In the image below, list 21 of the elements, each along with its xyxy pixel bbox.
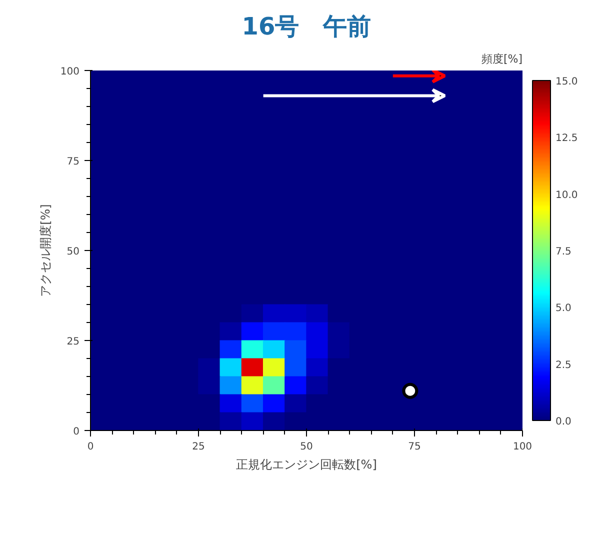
- y-tick-label: 75: [66, 156, 80, 168]
- y-tick-label: 100: [60, 66, 80, 78]
- x-tick-label: 0: [87, 442, 94, 452]
- color-bar-title: 頻度[%]: [481, 52, 523, 66]
- y-tick-label: 0: [73, 426, 80, 438]
- x-tick-label: 25: [192, 442, 205, 452]
- color-bar-label: 15.0: [556, 76, 578, 88]
- x-axis-title: 正規化エンジン回転数[%]: [236, 458, 377, 472]
- color-bar-label: 5.0: [556, 303, 572, 314]
- color-bar-label: 7.5: [556, 246, 572, 258]
- y-tick-label: 50: [66, 246, 80, 258]
- color-bar-label: 12.5: [556, 133, 578, 144]
- y-tick-label: 25: [66, 336, 80, 348]
- color-bar-label: 10.0: [556, 190, 578, 201]
- x-tick-label: 50: [300, 442, 313, 452]
- color-bar-label: 0.0: [556, 416, 572, 428]
- y-axis-title: アクセル開度[%]: [38, 204, 52, 297]
- color-bar-label: 2.5: [556, 360, 572, 371]
- x-tick-label: 100: [512, 442, 532, 452]
- x-tick-label: 75: [408, 442, 421, 452]
- chart-title: 16号 午前: [242, 12, 372, 40]
